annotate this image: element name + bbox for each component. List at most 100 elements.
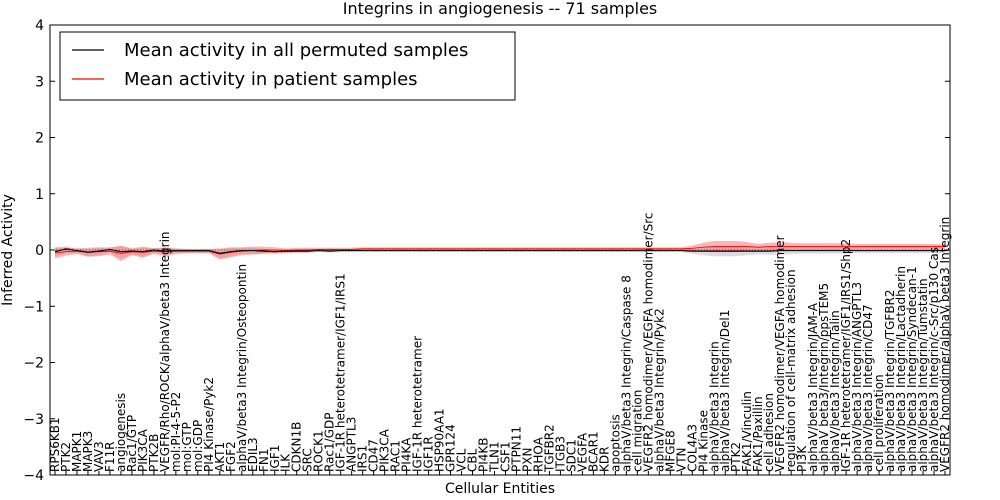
legend: Mean activity in all permuted samples Me… [59, 31, 516, 101]
x-tick-label: IGF1R [422, 436, 436, 472]
x-tick-label: RHOA [531, 436, 545, 472]
y-tick-label: −1 [23, 299, 44, 315]
series-lines [54, 246, 945, 255]
y-tick-label: 0 [35, 243, 44, 259]
x-tick-label: RPS6KB1 [48, 417, 62, 472]
x-tick-label: AKT1 [213, 442, 227, 472]
x-tick-label: alphaV/beta3 Integrin/Del1 [718, 310, 732, 472]
x-tick-label: FAK1/Paxillin [751, 396, 765, 472]
x-tick-label: MAPK3 [81, 431, 95, 472]
x-tick-label: alphaV/beta3 Integrin/Pyk2 [652, 308, 666, 472]
x-tick-label: angiogenesis [114, 393, 128, 472]
x-tick-label: FN1 [257, 448, 271, 472]
x-tick-label: alphaV/beta3 Integrin/Tumstatin [916, 278, 930, 472]
x-tick-label: PIK3CA [378, 428, 392, 472]
x-tick-label: regulation of cell-matrix adhesion [784, 269, 798, 472]
x-tick-label: PI3K [795, 445, 809, 472]
x-tick-label: PTK2 [59, 442, 73, 472]
x-tick-label: alphaV/beta3 Integrin/Osteopontin [235, 264, 249, 472]
x-tick-label: alphaV/beta3 Integrin/Lactadherin [894, 266, 908, 472]
x-tick-label: CBL [466, 448, 480, 472]
x-tick-label: CD47 [367, 439, 381, 472]
x-tick-label: VEGFR2 homodimer/alphaV beta3 Integrin [938, 217, 952, 472]
x-tick-label: CDKN1B [290, 422, 304, 472]
x-tick-label: BCAR1 [586, 431, 600, 472]
x-tick-label: GPR124 [444, 424, 458, 472]
x-tick-label: PI4KA [400, 437, 414, 472]
legend-label-patient: Mean activity in patient samples [124, 69, 418, 90]
x-tick-label: alphaV/beta3 Integrin [707, 341, 721, 472]
x-tick-label: TLN1 [488, 441, 502, 473]
x-tick-labels: RPS6KB1PTK2MAPK1MAPK3VAV3F11Rangiogenesi… [48, 212, 952, 475]
x-tick-label: ROCK1 [312, 430, 326, 472]
x-tick-label: alphaV/beta3 Integrin/ANGPTL3 [850, 282, 864, 472]
x-tick-label: IGF1 [268, 445, 282, 472]
x-tick-label: VEGFA [575, 432, 589, 472]
x-tick-label: SDC1 [564, 439, 578, 472]
x-tick-label: cell migration [630, 390, 644, 472]
x-tick-label: apoptosis [608, 414, 622, 472]
x-tick-label: FGF2 [224, 441, 238, 472]
x-tick-label: VEGFR2 homodimer/VEGFA homodimer [773, 235, 787, 472]
x-tick-label: IGF-1R heterotetramer/IGF1/IRS1 [334, 273, 348, 472]
x-tick-label: PI4 Kinase [696, 410, 710, 472]
x-tick-label: alphaV/beta3 Integrin/Syndecan-1 [905, 266, 919, 472]
chart-title: Integrins in angiogenesis -- 71 samples [343, 0, 658, 18]
plot-area: RPS6KB1PTK2MAPK1MAPK3VAV3F11Rangiogenesi… [23, 18, 952, 484]
legend-box [59, 31, 516, 101]
x-tick-label: alphaV beta3/Integrin/ppsTEM5 [817, 283, 831, 472]
x-tick-label: HSP90AA1 [433, 408, 447, 472]
x-tick-label: TGFBR2 [542, 424, 556, 473]
x-tick-label: mol:GDP [191, 420, 205, 472]
y-tick-label: 4 [35, 18, 44, 34]
x-tick-label: IGF-1R heterotetramer [411, 336, 425, 472]
x-tick-label: COL4A3 [685, 424, 699, 472]
x-tick-label: FAK1/Vinculin [740, 391, 754, 472]
x-tick-label: PI4 Kinase/Pyk2 [202, 377, 216, 472]
x-tick-label: mol:PI-4-5-P2 [169, 392, 183, 472]
x-tick-label: PI4KB [477, 437, 491, 472]
y-axis-label: Inferred Activity [0, 194, 16, 306]
x-tick-label: Rac1/GTP [125, 415, 139, 472]
x-tick-label: SRC [301, 448, 315, 472]
x-tick-label: PTK2 [729, 442, 743, 472]
x-tick-label: MAPK1 [70, 431, 84, 472]
y-tick-label: −4 [23, 468, 44, 484]
x-tick-label: Rac1/GDP [323, 413, 337, 472]
x-tick-label: alphaV/beta3 Integrin/JAM-A [806, 302, 820, 472]
x-tick-label: IGF-1R heterotetramer/IGF1/IRS1/Shp2 [839, 239, 853, 472]
x-tick-label: CSF1 [498, 441, 512, 472]
y-tick-label: −3 [23, 412, 44, 428]
x-tick-label: VEGFR/Rho/ROCK/alphaV/beta3 Integrin [158, 231, 172, 472]
x-tick-label: alphaV/beta3 Integrin/Talin [828, 310, 842, 472]
legend-label-permuted: Mean activity in all permuted samples [124, 40, 468, 61]
x-tick-label: PIK3CA [136, 428, 150, 472]
confidence-bands [55, 241, 945, 262]
x-tick-label: ILK [279, 453, 293, 472]
x-tick-label: EDIL3 [246, 437, 260, 472]
x-tick-label: MFGE8 [663, 430, 677, 472]
x-tick-label: cell adhesion [762, 393, 776, 472]
y-tick-label: 2 [35, 131, 44, 147]
x-tick-label: mol:GTP [180, 422, 194, 472]
x-tick-label: cell proliferation [872, 374, 886, 472]
x-tick-label: VTN [674, 447, 688, 472]
x-tick-label: ANGPTL3 [345, 417, 359, 472]
x-tick-label: alphaV/beta3 Integrin/c-Src/p130 Cas [927, 247, 941, 472]
x-tick-label: VAV3 [92, 441, 106, 472]
x-axis-label: Cellular Entities [445, 481, 555, 497]
x-tick-label: KDR [597, 447, 611, 472]
x-tick-label: PXN [520, 448, 534, 472]
x-tick-label: alphaV/beta3 Integrin/Caspase 8 [619, 275, 633, 472]
y-axis-ticks: −4 −3 −2 −1 0 1 2 3 4 [23, 18, 950, 484]
y-tick-label: 1 [35, 187, 44, 203]
x-tick-label: IRS1 [356, 445, 370, 472]
x-tick-label: VEGFR2 homodimer/VEGFA homodimer/Src [641, 212, 655, 472]
x-tick-label: PTK2B [147, 434, 161, 472]
x-tick-label: alphaV/beta3 Integrin/TGFBR2 [883, 289, 897, 472]
x-tick-label: PTPN11 [509, 426, 523, 472]
patient-band [55, 241, 945, 262]
x-tick-label: alphaV/beta3 Integrin/CD47 [861, 304, 875, 472]
y-tick-label: −2 [23, 356, 44, 372]
